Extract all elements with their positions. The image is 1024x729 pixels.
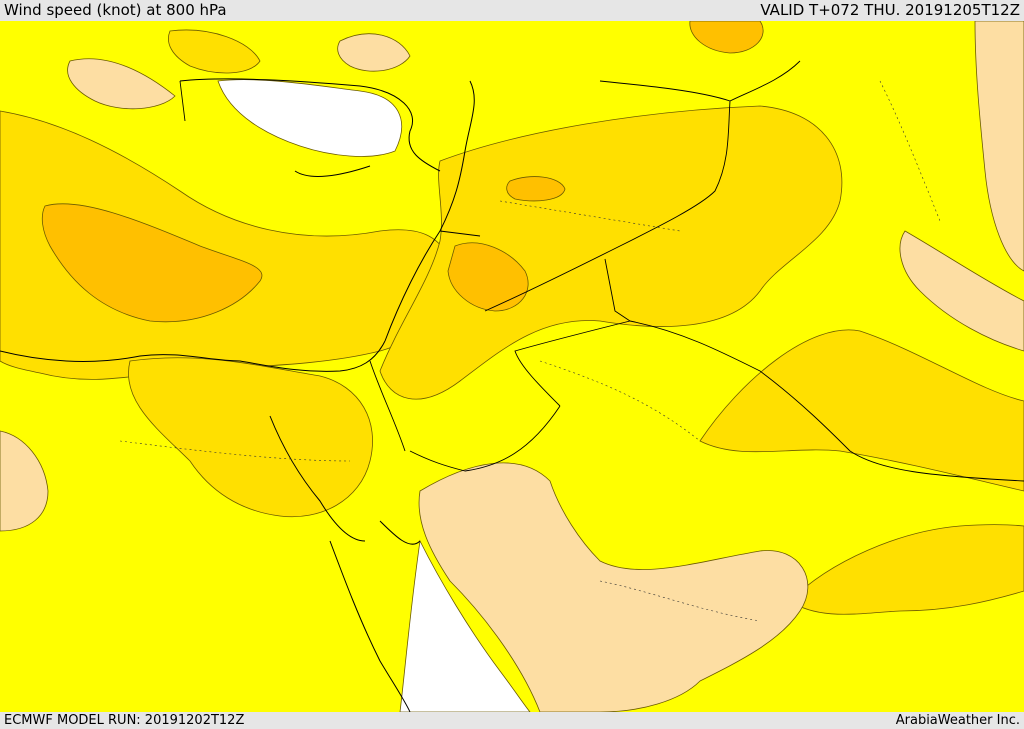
map-header: Wind speed (knot) at 800 hPa VALID T+072… bbox=[0, 0, 1024, 21]
valid-time: VALID T+072 THU. 20191205T12Z bbox=[760, 1, 1020, 19]
field-strong-jordan bbox=[447, 242, 529, 312]
field-fresh-turkey bbox=[168, 29, 261, 74]
field-light-north bbox=[337, 33, 411, 72]
field-light-iran bbox=[899, 230, 1024, 352]
country-borders bbox=[179, 60, 1024, 482]
region-outlines bbox=[119, 80, 941, 622]
field-light-iran-east bbox=[974, 21, 1024, 272]
field-light-arabia bbox=[418, 462, 809, 712]
field-fresh-egypt bbox=[128, 357, 373, 518]
field-fresh-arabia bbox=[789, 524, 1024, 615]
field-calm-redsea bbox=[399, 539, 531, 712]
field-strong-mediterranean bbox=[41, 203, 263, 323]
wind-speed-map[interactable] bbox=[0, 21, 1024, 712]
model-run: ECMWF MODEL RUN: 20191202T12Z bbox=[4, 713, 245, 728]
field-light-libya bbox=[0, 430, 49, 532]
field-fresh-levant bbox=[379, 105, 843, 400]
credit: ArabiaWeather Inc. bbox=[895, 713, 1020, 728]
map-footer: ECMWF MODEL RUN: 20191202T12Z ArabiaWeat… bbox=[0, 712, 1024, 729]
map-title: Wind speed (knot) at 800 hPa bbox=[4, 1, 227, 19]
field-light-turkey bbox=[67, 58, 176, 110]
field-strong-syria bbox=[506, 176, 566, 202]
coastlines bbox=[0, 78, 475, 712]
field-strong-caspian bbox=[689, 21, 764, 54]
field-calm-aegean bbox=[217, 79, 402, 157]
